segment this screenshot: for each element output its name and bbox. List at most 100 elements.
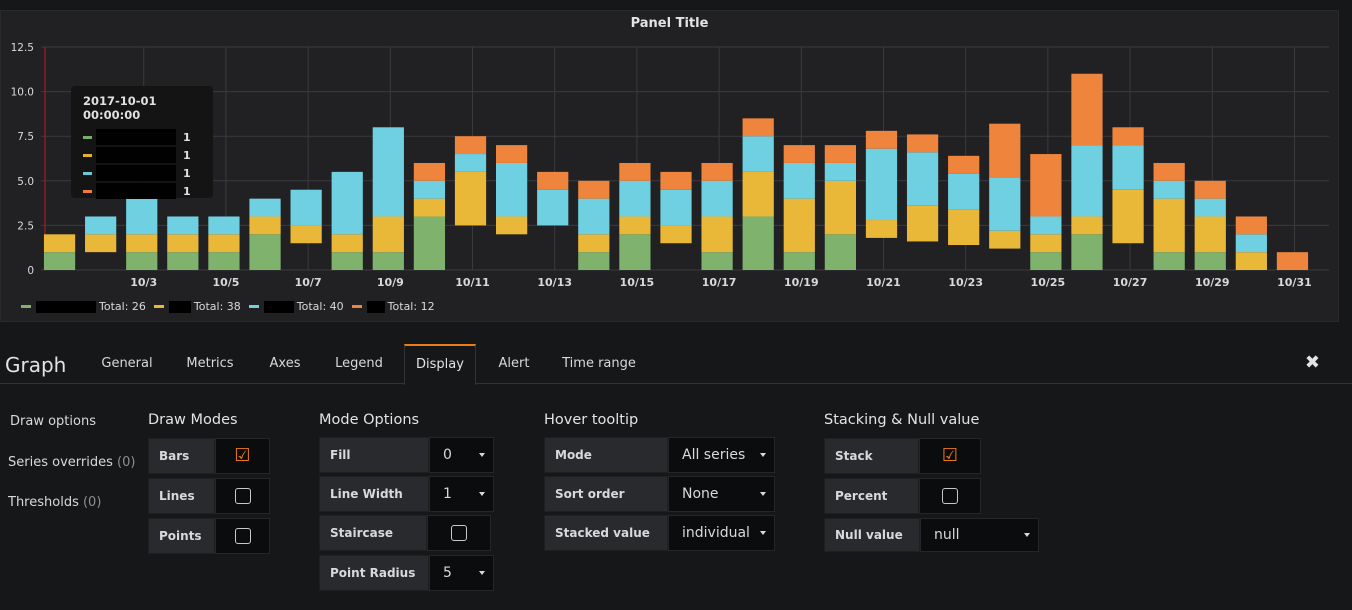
- bar-segment: [167, 216, 199, 235]
- percent-checkbox[interactable]: [919, 478, 981, 514]
- sidebar-item-count: (0): [82, 495, 102, 510]
- bars-label: Bars: [148, 438, 215, 474]
- legend-item[interactable]: Total: 26: [21, 300, 146, 313]
- bar-segment: [1030, 154, 1062, 217]
- x-tick-label: 10/21: [866, 276, 901, 289]
- caret-down-icon: [760, 492, 766, 496]
- bar-segment: [1153, 252, 1185, 270]
- staircase-checkbox[interactable]: [427, 515, 491, 551]
- bar-segment: [619, 216, 651, 235]
- sidebar-item-draw-options[interactable]: Draw options: [10, 414, 96, 429]
- bar-segment: [824, 234, 857, 270]
- tab-display[interactable]: Display: [404, 344, 476, 385]
- checkbox-unchecked-icon: [451, 525, 467, 541]
- bar-chart: 0 2.5 5.0 7.5 10.0 12.5 10/3 10/5 10/7 10/9 10/11 1…: [11, 42, 1329, 289]
- bar-segment: [1194, 180, 1226, 199]
- x-tick-label: 10/15: [620, 276, 655, 289]
- bar-segment: [1194, 252, 1226, 270]
- caret-down-icon: [760, 531, 766, 535]
- sort-order-select[interactable]: None: [668, 476, 775, 512]
- bar-segment: [1112, 127, 1144, 146]
- sidebar-item-series-overrides[interactable]: Series overrides (0): [8, 455, 135, 470]
- bar-segment: [126, 198, 158, 235]
- x-tick-label: 10/9: [377, 276, 404, 289]
- checkbox-unchecked-icon: [234, 488, 251, 504]
- x-tick-label: 10/27: [1113, 276, 1148, 289]
- point-radius-value: 5: [443, 565, 452, 581]
- bar-segment: [1194, 198, 1226, 217]
- x-tick-label: 10/5: [212, 276, 239, 289]
- percent-label: Percent: [824, 478, 919, 514]
- points-label: Points: [148, 518, 215, 554]
- x-tick-label: 10/23: [948, 276, 983, 289]
- stack-label: Stack: [824, 438, 919, 474]
- sort-order-label: Sort order: [544, 476, 668, 512]
- bar-segment: [249, 234, 281, 270]
- panel-title[interactable]: Panel Title: [630, 16, 709, 31]
- mode-value: All series: [682, 447, 746, 463]
- sort-order-value: None: [682, 486, 719, 502]
- tab-metrics[interactable]: Metrics: [186, 356, 234, 371]
- bar-segment: [1030, 216, 1062, 235]
- mode-select[interactable]: All series: [668, 437, 775, 473]
- caret-down-icon: [1024, 533, 1030, 537]
- null-value-select[interactable]: null: [920, 518, 1039, 552]
- legend-item[interactable]: Total: 38: [153, 300, 241, 313]
- bar-segment: [495, 216, 528, 235]
- bar-segment: [1112, 145, 1144, 190]
- close-icon[interactable]: ✖: [1304, 352, 1320, 373]
- bar-segment: [413, 198, 446, 217]
- sidebar-item-thresholds[interactable]: Thresholds (0): [8, 495, 101, 510]
- tooltip-swatch: [83, 153, 92, 157]
- tooltip-value: 1: [183, 184, 191, 198]
- bar-segment: [783, 145, 815, 163]
- legend-item[interactable]: Total: 40: [248, 300, 344, 313]
- stack-checkbox[interactable]: ☑: [919, 438, 981, 474]
- bar-segment: [1194, 216, 1226, 253]
- bar-segment: [701, 162, 733, 181]
- bar-segment: [126, 252, 158, 270]
- bar-segment: [85, 234, 117, 253]
- bars-checkbox[interactable]: ☑: [215, 438, 270, 474]
- tooltip-swatch: [83, 171, 92, 175]
- staircase-label: Staircase: [319, 515, 427, 551]
- tab-general[interactable]: General: [101, 356, 153, 371]
- bar-segment: [1071, 234, 1103, 270]
- bar-segment: [249, 198, 281, 217]
- bar-segment: [824, 145, 857, 163]
- bar-segment: [1071, 145, 1103, 217]
- caret-down-icon: [760, 453, 766, 457]
- bar-segment: [537, 189, 569, 226]
- bar-segment: [1276, 252, 1309, 270]
- points-checkbox[interactable]: [215, 518, 270, 554]
- legend-item[interactable]: Total: 12: [351, 300, 435, 313]
- bar-segment: [701, 180, 733, 217]
- fill-select[interactable]: 0: [429, 437, 494, 473]
- x-tick-label: 10/3: [130, 276, 157, 289]
- bar-segment: [1071, 73, 1103, 146]
- bar-segment: [989, 177, 1021, 231]
- bar-segment: [865, 130, 898, 149]
- bar-segment: [948, 209, 980, 246]
- y-tick-label: 10.0: [11, 87, 34, 99]
- point-radius-select[interactable]: 5: [429, 555, 494, 591]
- null-value-value: null: [934, 527, 960, 543]
- tab-alert[interactable]: Alert: [498, 356, 530, 371]
- stacked-value-select[interactable]: individual: [668, 515, 775, 551]
- legend-redacted-name: [366, 300, 385, 313]
- line-width-value: 1: [443, 486, 452, 502]
- line-width-label: Line Width: [319, 476, 429, 512]
- checkbox-unchecked-icon: [234, 528, 251, 544]
- legend-swatch: [248, 305, 259, 308]
- bar-segment: [742, 118, 774, 137]
- legend-total: Total: 40: [296, 300, 344, 313]
- bar-segment: [824, 162, 857, 181]
- tab-legend[interactable]: Legend: [335, 356, 383, 371]
- bar-segment: [1235, 234, 1267, 253]
- line-width-select[interactable]: 1: [429, 476, 494, 512]
- lines-checkbox[interactable]: [215, 478, 270, 514]
- checkbox-unchecked-icon: [942, 488, 958, 504]
- bar-segment: [660, 189, 692, 226]
- tab-time-range[interactable]: Time range: [562, 356, 636, 371]
- tab-axes[interactable]: Axes: [269, 356, 301, 371]
